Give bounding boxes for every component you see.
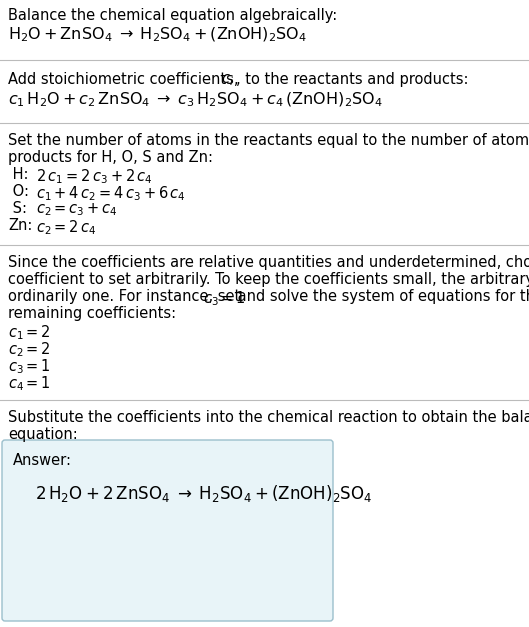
Text: and solve the system of equations for the: and solve the system of equations for th… bbox=[233, 289, 529, 304]
Text: $c_3 = 1$: $c_3 = 1$ bbox=[203, 289, 246, 308]
Text: $c_2 = 2\,c_4$: $c_2 = 2\,c_4$ bbox=[36, 218, 97, 237]
FancyBboxPatch shape bbox=[2, 440, 333, 621]
Text: $c_2 = 2$: $c_2 = 2$ bbox=[8, 340, 51, 359]
Text: O:: O: bbox=[8, 184, 29, 199]
Text: equation:: equation: bbox=[8, 427, 78, 442]
Text: Zn:: Zn: bbox=[8, 218, 32, 233]
Text: , to the reactants and products:: , to the reactants and products: bbox=[236, 72, 469, 87]
Text: $c_2 = c_3 + c_4$: $c_2 = c_3 + c_4$ bbox=[36, 201, 118, 218]
Text: Add stoichiometric coefficients,: Add stoichiometric coefficients, bbox=[8, 72, 243, 87]
Text: $c_4 = 1$: $c_4 = 1$ bbox=[8, 374, 51, 393]
Text: $c_1 + 4\,c_2 = 4\,c_3 + 6\,c_4$: $c_1 + 4\,c_2 = 4\,c_3 + 6\,c_4$ bbox=[36, 184, 186, 203]
Text: $2\,\mathregular{H_2O} + 2\,\mathregular{ZnSO_4} \;\rightarrow\; \mathregular{H_: $2\,\mathregular{H_2O} + 2\,\mathregular… bbox=[35, 483, 372, 504]
Text: remaining coefficients:: remaining coefficients: bbox=[8, 306, 176, 321]
Text: $c_i$: $c_i$ bbox=[221, 72, 234, 88]
Text: Set the number of atoms in the reactants equal to the number of atoms in the: Set the number of atoms in the reactants… bbox=[8, 133, 529, 148]
Text: $c_1 = 2$: $c_1 = 2$ bbox=[8, 323, 51, 342]
Text: Substitute the coefficients into the chemical reaction to obtain the balanced: Substitute the coefficients into the che… bbox=[8, 410, 529, 425]
Text: $c_1\,\mathregular{H_2O} + c_2\,\mathregular{ZnSO_4} \;\rightarrow\; c_3\,\mathr: $c_1\,\mathregular{H_2O} + c_2\,\mathreg… bbox=[8, 91, 383, 109]
Text: Answer:: Answer: bbox=[13, 453, 72, 468]
Text: products for H, O, S and Zn:: products for H, O, S and Zn: bbox=[8, 150, 213, 165]
Text: $2\,c_1 = 2\,c_3 + 2\,c_4$: $2\,c_1 = 2\,c_3 + 2\,c_4$ bbox=[36, 167, 153, 186]
Text: Balance the chemical equation algebraically:: Balance the chemical equation algebraica… bbox=[8, 8, 338, 23]
Text: ordinarily one. For instance, set: ordinarily one. For instance, set bbox=[8, 289, 245, 304]
Text: S:: S: bbox=[8, 201, 27, 216]
Text: Since the coefficients are relative quantities and underdetermined, choose a: Since the coefficients are relative quan… bbox=[8, 255, 529, 270]
Text: $c_3 = 1$: $c_3 = 1$ bbox=[8, 357, 51, 376]
Text: H:: H: bbox=[8, 167, 29, 182]
Text: $\mathregular{H_2O + ZnSO_4 \;\rightarrow\; H_2SO_4 + (ZnOH)_2SO_4}$: $\mathregular{H_2O + ZnSO_4 \;\rightarro… bbox=[8, 26, 307, 45]
Text: coefficient to set arbitrarily. To keep the coefficients small, the arbitrary va: coefficient to set arbitrarily. To keep … bbox=[8, 272, 529, 287]
